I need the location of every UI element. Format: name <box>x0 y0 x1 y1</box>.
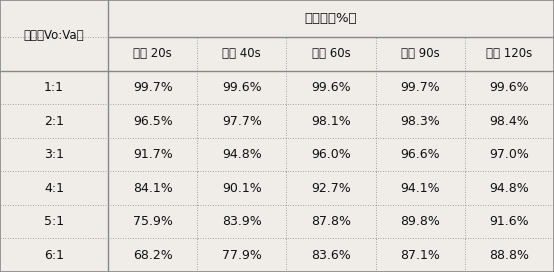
Text: 83.6%: 83.6% <box>311 249 351 262</box>
Text: 88.8%: 88.8% <box>489 249 530 262</box>
Text: 91.7%: 91.7% <box>133 148 172 161</box>
Text: 98.4%: 98.4% <box>490 115 529 128</box>
Text: 89.8%: 89.8% <box>401 215 440 228</box>
Text: 97.0%: 97.0% <box>490 148 529 161</box>
Text: 2:1: 2:1 <box>44 115 64 128</box>
Text: 94.8%: 94.8% <box>490 182 529 195</box>
Text: 90.1%: 90.1% <box>222 182 261 195</box>
Text: 99.6%: 99.6% <box>490 81 529 94</box>
Text: 96.6%: 96.6% <box>401 148 440 161</box>
Text: 4:1: 4:1 <box>44 182 64 195</box>
Text: 87.1%: 87.1% <box>401 249 440 262</box>
Text: 1:1: 1:1 <box>44 81 64 94</box>
Text: 6:1: 6:1 <box>44 249 64 262</box>
Text: 77.9%: 77.9% <box>222 249 261 262</box>
Text: 94.8%: 94.8% <box>222 148 261 161</box>
Text: 97.7%: 97.7% <box>222 115 261 128</box>
Text: 92.7%: 92.7% <box>311 182 351 195</box>
Text: 91.6%: 91.6% <box>490 215 529 228</box>
Text: 99.7%: 99.7% <box>133 81 172 94</box>
Text: 99.6%: 99.6% <box>311 81 351 94</box>
Text: 5:1: 5:1 <box>44 215 64 228</box>
Text: 反萌 20s: 反萌 20s <box>134 47 172 60</box>
Text: 98.3%: 98.3% <box>401 115 440 128</box>
Text: 反萌 90s: 反萌 90s <box>401 47 439 60</box>
Text: 68.2%: 68.2% <box>133 249 172 262</box>
Text: 84.1%: 84.1% <box>133 182 172 195</box>
Text: 96.5%: 96.5% <box>133 115 172 128</box>
Text: 99.6%: 99.6% <box>222 81 261 94</box>
Text: 相比（Vo:Va）: 相比（Vo:Va） <box>24 29 84 42</box>
Text: 87.8%: 87.8% <box>311 215 351 228</box>
Text: 99.7%: 99.7% <box>401 81 440 94</box>
Text: 反萌 40s: 反萌 40s <box>223 47 261 60</box>
Text: 98.1%: 98.1% <box>311 115 351 128</box>
Text: 反萌率（%）: 反萌率（%） <box>305 12 357 25</box>
Text: 96.0%: 96.0% <box>311 148 351 161</box>
Text: 反萌 120s: 反萌 120s <box>486 47 532 60</box>
Text: 75.9%: 75.9% <box>133 215 172 228</box>
Text: 94.1%: 94.1% <box>401 182 440 195</box>
Text: 83.9%: 83.9% <box>222 215 261 228</box>
Text: 3:1: 3:1 <box>44 148 64 161</box>
Text: 反萌 60s: 反萌 60s <box>312 47 350 60</box>
